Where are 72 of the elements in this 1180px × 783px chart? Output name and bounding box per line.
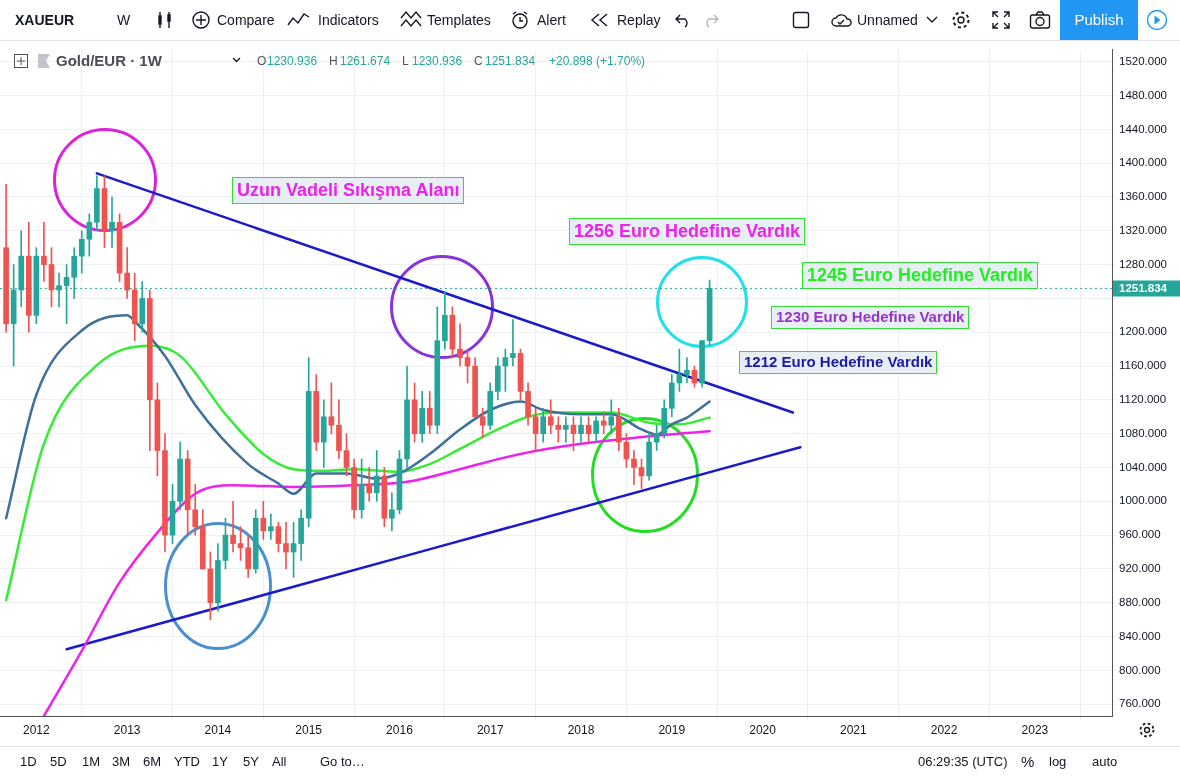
x-tick-label: 2022	[930, 722, 958, 737]
x-tick-label: 2023	[1021, 722, 1049, 737]
y-tick-label: 1200.000	[1119, 325, 1167, 338]
y-tick-label: 1160.000	[1119, 359, 1167, 372]
annotation: Uzun Vadeli Sıkışma Alanı	[232, 177, 465, 204]
y-tick-label: 1120.000	[1119, 393, 1167, 406]
y-tick-label: 1440.000	[1119, 122, 1167, 135]
text: YTD	[174, 754, 200, 769]
y-tick-label: 800.000	[1119, 663, 1161, 676]
text: W	[117, 12, 131, 28]
text: Compare	[217, 12, 275, 28]
y-tick-label: 1280.000	[1119, 257, 1167, 270]
text: XAUEUR	[15, 12, 75, 28]
annotation: 1212 Euro Hedefine Vardık	[739, 351, 938, 374]
x-tick-label: 2014	[204, 722, 232, 737]
y-tick-label: 920.000	[1119, 562, 1161, 575]
text: Indicators	[318, 12, 379, 28]
annotation: C	[474, 54, 483, 68]
x-tick-label: 2021	[839, 722, 868, 737]
y-tick-label: 1040.000	[1119, 460, 1167, 473]
text: log	[1049, 754, 1067, 769]
y-tick-label: 840.000	[1119, 629, 1161, 642]
text: %	[1021, 753, 1035, 770]
text: Go to…	[320, 754, 365, 769]
text: 6M	[143, 754, 162, 769]
y-tick-label: 1520.000	[1119, 54, 1167, 67]
y-tick-label: 1080.000	[1119, 426, 1167, 439]
line-series	[4, 314, 711, 520]
annotation: 1230.936	[412, 54, 463, 68]
y-tick-label: 1320.000	[1119, 223, 1167, 236]
text: 1Y	[212, 754, 228, 769]
x-tick-label: 2018	[567, 722, 595, 737]
y-tick-label: 1400.000	[1119, 156, 1167, 169]
y-tick-label: 1000.000	[1119, 494, 1167, 507]
y-tick-label: 1360.000	[1119, 190, 1167, 203]
text: All	[272, 754, 287, 769]
text: Replay	[617, 12, 661, 28]
text: auto	[1092, 754, 1118, 769]
text: 3M	[112, 754, 131, 769]
annotation: H	[329, 54, 338, 68]
annotation: 1256 Euro Hedefine Vardık	[569, 218, 806, 245]
text: Unnamed	[857, 12, 918, 28]
text: Templates	[427, 12, 491, 28]
x-tick-label: 2012	[23, 722, 51, 737]
annotation: O	[257, 54, 267, 68]
x-tick-label: 2019	[658, 722, 686, 737]
annotation: 1251.834	[485, 54, 536, 68]
line-series	[4, 344, 711, 602]
y-tick-label: 1480.000	[1119, 88, 1167, 101]
annotation: 1261.674	[340, 54, 391, 68]
annotation: 1230 Euro Hedefine Vardık	[771, 306, 970, 329]
text: Publish	[1060, 0, 1138, 40]
ref-line-label: 1251.834	[1119, 282, 1168, 295]
annotation: 1230.936	[267, 54, 318, 68]
y-tick-label: 960.000	[1119, 528, 1161, 541]
x-tick-label: 2016	[386, 722, 414, 737]
y-tick-label: 880.000	[1119, 595, 1161, 608]
y-tick-label: 760.000	[1119, 697, 1161, 710]
x-tick-label: 2020	[749, 722, 777, 737]
annotation: 1245 Euro Hedefine Vardık	[802, 262, 1039, 289]
annotation: L	[402, 54, 409, 68]
text: 1M	[82, 754, 101, 769]
x-tick-label: 2013	[113, 722, 141, 737]
annotation: Gold/EUR · 1W	[56, 52, 162, 69]
x-tick-label: 2017	[476, 722, 504, 737]
text: Alert	[537, 12, 566, 28]
text: 1D	[20, 754, 37, 769]
x-tick-label: 2015	[295, 722, 323, 737]
text: 5Y	[243, 754, 259, 769]
annotation: +20.898 (+1.70%)	[549, 54, 646, 68]
text: 06:29:35 (UTC)	[918, 754, 1008, 769]
text: 5D	[50, 754, 67, 769]
